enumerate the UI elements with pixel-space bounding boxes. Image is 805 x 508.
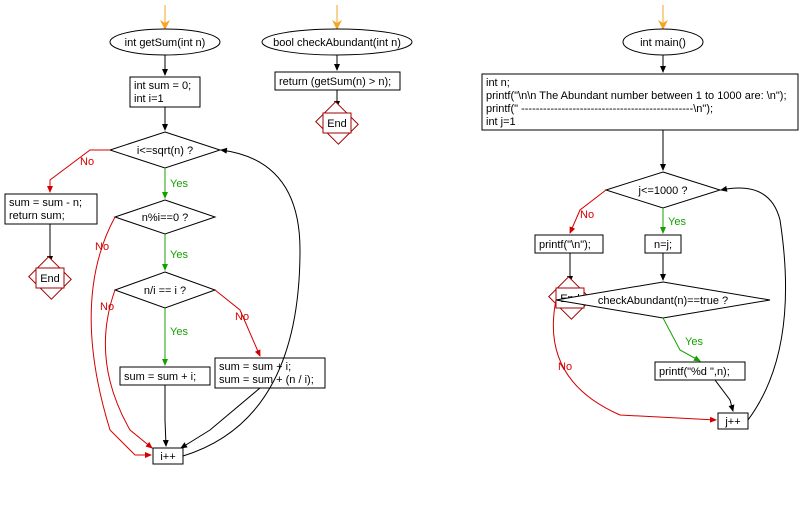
svg-text:Yes: Yes bbox=[170, 249, 188, 261]
svg-text:printf("%d ",n);: printf("%d ",n); bbox=[659, 366, 730, 378]
svg-text:Yes: Yes bbox=[170, 326, 188, 338]
svg-text:i<=sqrt(n) ?: i<=sqrt(n) ? bbox=[137, 145, 193, 157]
svg-text:sum = sum - n;: sum = sum - n; bbox=[9, 197, 82, 209]
svg-text:bool checkAbundant(int n): bool checkAbundant(int n) bbox=[273, 37, 401, 49]
svg-text:No: No bbox=[235, 311, 249, 323]
svg-text:printf("\n");: printf("\n"); bbox=[539, 239, 591, 251]
svg-text:Yes: Yes bbox=[170, 178, 188, 190]
main-init bbox=[482, 74, 798, 130]
svg-text:End: End bbox=[327, 118, 347, 130]
svg-text:int sum = 0;: int sum = 0; bbox=[134, 80, 191, 92]
svg-text:printf(" ---------------------: printf(" -------------------------------… bbox=[486, 103, 713, 115]
svg-text:sum = sum + (n / i);: sum = sum + (n / i); bbox=[219, 374, 314, 386]
flowchart-svg: int getSum(int n) int sum = 0; int i=1 i… bbox=[0, 0, 805, 508]
svg-text:i++: i++ bbox=[160, 451, 175, 463]
svg-text:No: No bbox=[558, 361, 572, 373]
svg-text:return (getSum(n) > n);: return (getSum(n) > n); bbox=[279, 76, 391, 88]
svg-text:No: No bbox=[80, 156, 94, 168]
svg-text:checkAbundant(n)==true ?: checkAbundant(n)==true ? bbox=[598, 295, 728, 307]
end-node-2: End bbox=[316, 102, 358, 144]
svg-text:int n;: int n; bbox=[486, 77, 510, 89]
svg-text:n%i==0 ?: n%i==0 ? bbox=[142, 212, 188, 224]
svg-text:End: End bbox=[40, 273, 60, 285]
svg-text:n/i == i ?: n/i == i ? bbox=[144, 285, 186, 297]
svg-text:No: No bbox=[95, 241, 109, 253]
svg-text:sum = sum + i;: sum = sum + i; bbox=[124, 371, 196, 383]
svg-text:n=j;: n=j; bbox=[654, 239, 672, 251]
svg-text:Yes: Yes bbox=[685, 336, 703, 348]
func-getSum-label: int getSum(int n) bbox=[125, 37, 206, 49]
end-node-1: End bbox=[29, 257, 71, 299]
svg-text:printf("\n\n The Abundant numb: printf("\n\n The Abundant number between… bbox=[486, 90, 787, 102]
svg-text:j++: j++ bbox=[724, 416, 740, 428]
svg-text:return sum;: return sum; bbox=[9, 210, 65, 222]
svg-text:int j=1: int j=1 bbox=[486, 116, 516, 128]
svg-text:No: No bbox=[580, 209, 594, 221]
svg-text:Yes: Yes bbox=[668, 216, 686, 228]
svg-text:int i=1: int i=1 bbox=[134, 93, 164, 105]
svg-text:int main(): int main() bbox=[640, 37, 686, 49]
svg-text:j<=1000 ?: j<=1000 ? bbox=[638, 185, 688, 197]
svg-text:No: No bbox=[100, 301, 114, 313]
